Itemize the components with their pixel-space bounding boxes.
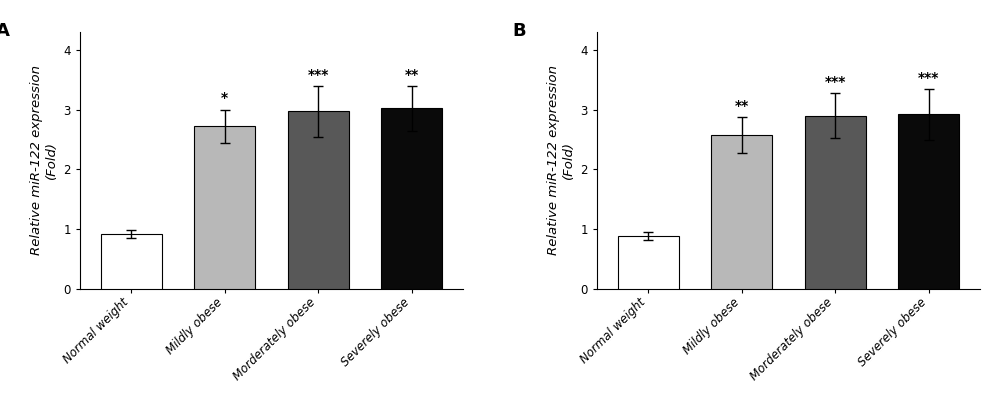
Text: ***: ***: [308, 68, 329, 82]
Text: **: **: [735, 99, 749, 113]
Bar: [711, 135, 772, 289]
Bar: [101, 234, 162, 289]
Text: ***: ***: [918, 71, 939, 85]
Bar: [805, 115, 866, 289]
Bar: [194, 126, 255, 289]
Text: **: **: [404, 68, 419, 82]
Bar: [288, 111, 349, 289]
Bar: [618, 236, 679, 289]
Text: *: *: [221, 91, 228, 105]
Text: ***: ***: [825, 75, 846, 89]
Y-axis label: Relative miR-122 expression
(Fold): Relative miR-122 expression (Fold): [547, 65, 575, 255]
Text: B: B: [513, 22, 526, 40]
Text: A: A: [0, 22, 10, 40]
Bar: [898, 114, 959, 289]
Bar: [381, 109, 442, 289]
Y-axis label: Relative miR-122 expression
(Fold): Relative miR-122 expression (Fold): [30, 65, 58, 255]
